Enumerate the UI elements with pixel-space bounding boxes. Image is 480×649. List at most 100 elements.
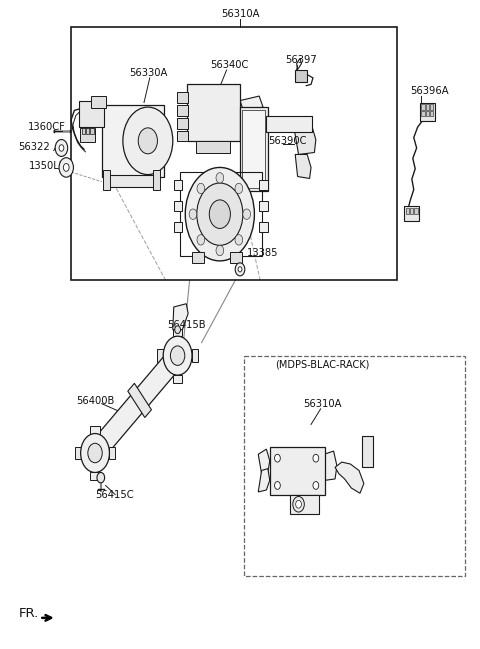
Polygon shape — [240, 96, 263, 112]
Circle shape — [243, 209, 251, 219]
Circle shape — [189, 209, 197, 219]
Bar — [259, 222, 268, 232]
Circle shape — [81, 434, 109, 472]
Polygon shape — [90, 426, 100, 434]
Circle shape — [55, 140, 68, 156]
Circle shape — [97, 472, 105, 483]
Bar — [105, 175, 155, 187]
Circle shape — [197, 183, 243, 245]
Bar — [410, 208, 413, 214]
Circle shape — [238, 267, 242, 272]
Text: 56397: 56397 — [286, 55, 317, 66]
Bar — [177, 118, 188, 129]
Text: 1350LE: 1350LE — [28, 161, 66, 171]
Bar — [174, 222, 182, 232]
Circle shape — [235, 183, 243, 193]
Circle shape — [216, 173, 224, 183]
Bar — [71, 27, 397, 280]
Polygon shape — [157, 349, 163, 362]
Circle shape — [88, 443, 102, 463]
Text: 56330A: 56330A — [130, 67, 168, 78]
Polygon shape — [173, 375, 182, 383]
Polygon shape — [324, 451, 337, 480]
Bar — [414, 208, 418, 214]
Polygon shape — [173, 304, 188, 330]
Bar — [82, 128, 85, 134]
Bar — [187, 84, 240, 141]
Polygon shape — [295, 154, 311, 178]
Circle shape — [123, 107, 173, 175]
Text: 13385: 13385 — [247, 248, 279, 258]
Bar — [426, 104, 429, 110]
Text: 56310A: 56310A — [303, 398, 342, 409]
Bar — [430, 111, 433, 116]
Circle shape — [235, 263, 245, 276]
Bar — [270, 447, 325, 495]
Circle shape — [313, 482, 319, 489]
Circle shape — [163, 336, 192, 375]
Text: (MDPS-BLAC-RACK): (MDPS-BLAC-RACK) — [276, 360, 370, 370]
Circle shape — [235, 235, 243, 245]
Bar — [230, 252, 242, 263]
Bar — [259, 180, 268, 190]
Text: 56396A: 56396A — [410, 86, 449, 96]
Circle shape — [216, 245, 224, 256]
Polygon shape — [89, 347, 183, 462]
Polygon shape — [109, 447, 115, 459]
Bar — [86, 128, 89, 134]
Bar — [180, 172, 262, 256]
Bar — [404, 206, 419, 221]
Bar — [362, 436, 373, 467]
Bar — [406, 208, 409, 214]
Circle shape — [197, 235, 204, 245]
Text: FR.: FR. — [19, 607, 39, 620]
Bar — [90, 128, 94, 134]
Bar — [259, 201, 268, 211]
Bar — [196, 141, 230, 153]
Bar — [174, 201, 182, 211]
Circle shape — [170, 346, 185, 365]
Bar — [102, 105, 164, 177]
Bar — [242, 110, 265, 188]
Polygon shape — [258, 449, 270, 474]
Text: 1360CF: 1360CF — [28, 122, 66, 132]
Bar — [192, 252, 204, 263]
Polygon shape — [258, 469, 270, 492]
Bar — [420, 103, 435, 121]
Circle shape — [185, 167, 254, 261]
Polygon shape — [294, 123, 316, 154]
Bar — [91, 96, 106, 108]
Text: 56310A: 56310A — [221, 9, 259, 19]
Polygon shape — [90, 472, 100, 480]
Circle shape — [313, 454, 319, 462]
Polygon shape — [335, 462, 364, 493]
Circle shape — [296, 500, 301, 508]
Circle shape — [59, 158, 73, 177]
Bar — [177, 131, 188, 141]
Circle shape — [209, 200, 230, 228]
Polygon shape — [75, 447, 81, 459]
Bar — [177, 105, 188, 116]
Bar — [80, 128, 95, 142]
Circle shape — [293, 496, 304, 512]
Circle shape — [175, 326, 180, 334]
Bar — [290, 495, 319, 514]
Bar — [79, 101, 104, 127]
Bar — [430, 104, 433, 110]
Circle shape — [197, 183, 204, 193]
Bar — [426, 111, 429, 116]
Circle shape — [138, 128, 157, 154]
Bar — [103, 170, 110, 190]
Text: 56400B: 56400B — [76, 396, 114, 406]
Polygon shape — [128, 384, 152, 417]
Circle shape — [275, 482, 280, 489]
Bar — [153, 170, 160, 190]
Bar — [244, 356, 465, 576]
Bar — [421, 104, 425, 110]
Text: 56340C: 56340C — [210, 60, 249, 70]
Text: 56415C: 56415C — [95, 489, 133, 500]
Bar — [240, 107, 268, 191]
Text: 56390C: 56390C — [268, 136, 306, 147]
Text: 56322: 56322 — [19, 141, 50, 152]
Bar — [295, 70, 307, 82]
